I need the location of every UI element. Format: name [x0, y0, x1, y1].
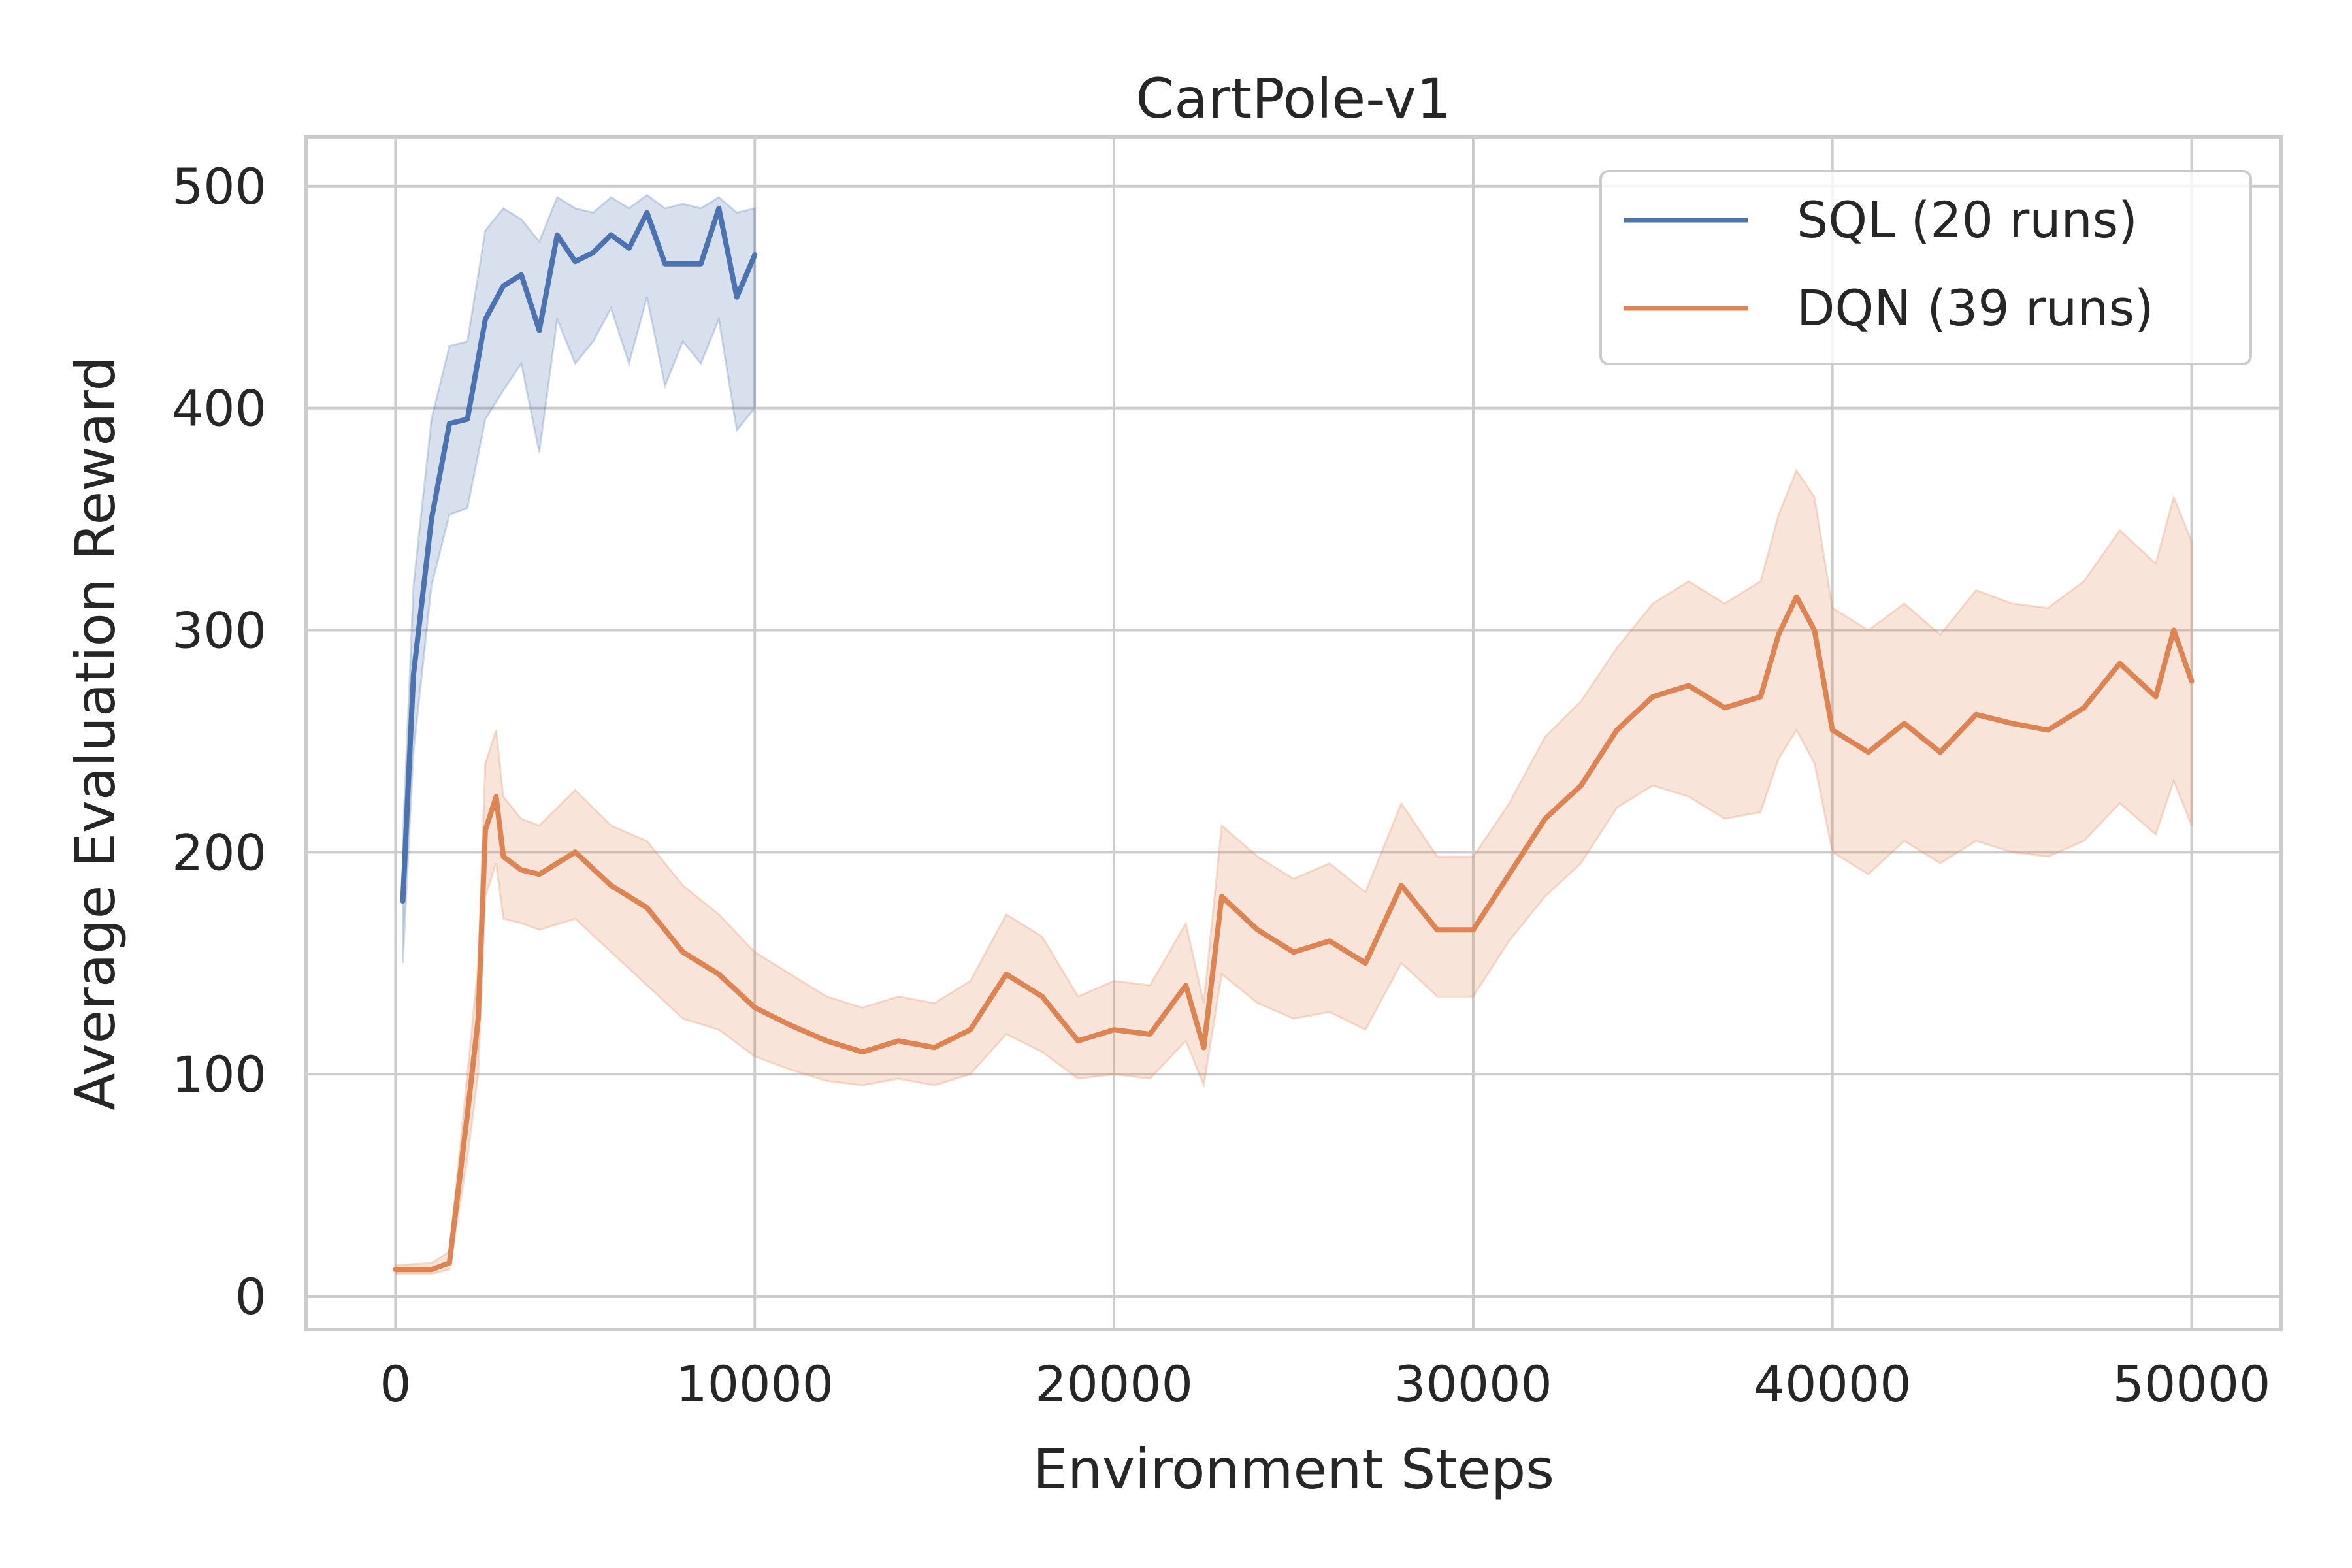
x-tick-label: 40000: [1754, 1355, 1912, 1413]
line-series-0: [400, 205, 758, 904]
band-series-1: [395, 468, 2193, 1275]
x-axis-label: Environment Steps: [1033, 1437, 1554, 1501]
grid: [306, 137, 2281, 1330]
y-tick-label: 0: [235, 1267, 267, 1326]
y-tick-label: 200: [172, 823, 267, 881]
chart-title: CartPole-v1: [1136, 67, 1452, 131]
confidence-bands: [395, 193, 2193, 1275]
line-series-1: [393, 594, 2195, 1273]
y-tick-label: 400: [172, 380, 267, 438]
x-tick-label: 20000: [1035, 1355, 1193, 1413]
x-tick-label: 30000: [1394, 1355, 1552, 1413]
band-series-0: [402, 193, 756, 964]
x-tick-label: 50000: [2113, 1355, 2271, 1413]
series-lines: [393, 205, 2195, 1273]
y-tick-label: 500: [172, 157, 267, 216]
y-tick-label: 300: [172, 601, 267, 659]
x-tick-label: 0: [380, 1355, 411, 1413]
y-axis-label: Average Evaluation Reward: [63, 356, 127, 1110]
legend: SQL (20 runs) DQN (39 runs): [1599, 170, 2252, 365]
legend-label-dqn: DQN (39 runs): [1797, 279, 2154, 337]
tick-labels: 0 10000 20000 30000 40000 50000 0 100 200 300 400 5…: [172, 157, 2270, 1413]
plot-frame: [304, 135, 2283, 1331]
x-tick-label: 10000: [676, 1355, 834, 1413]
y-tick-label: 100: [172, 1045, 267, 1103]
legend-box: [1599, 170, 2252, 365]
legend-label-sql: SQL (20 runs): [1797, 191, 2138, 249]
